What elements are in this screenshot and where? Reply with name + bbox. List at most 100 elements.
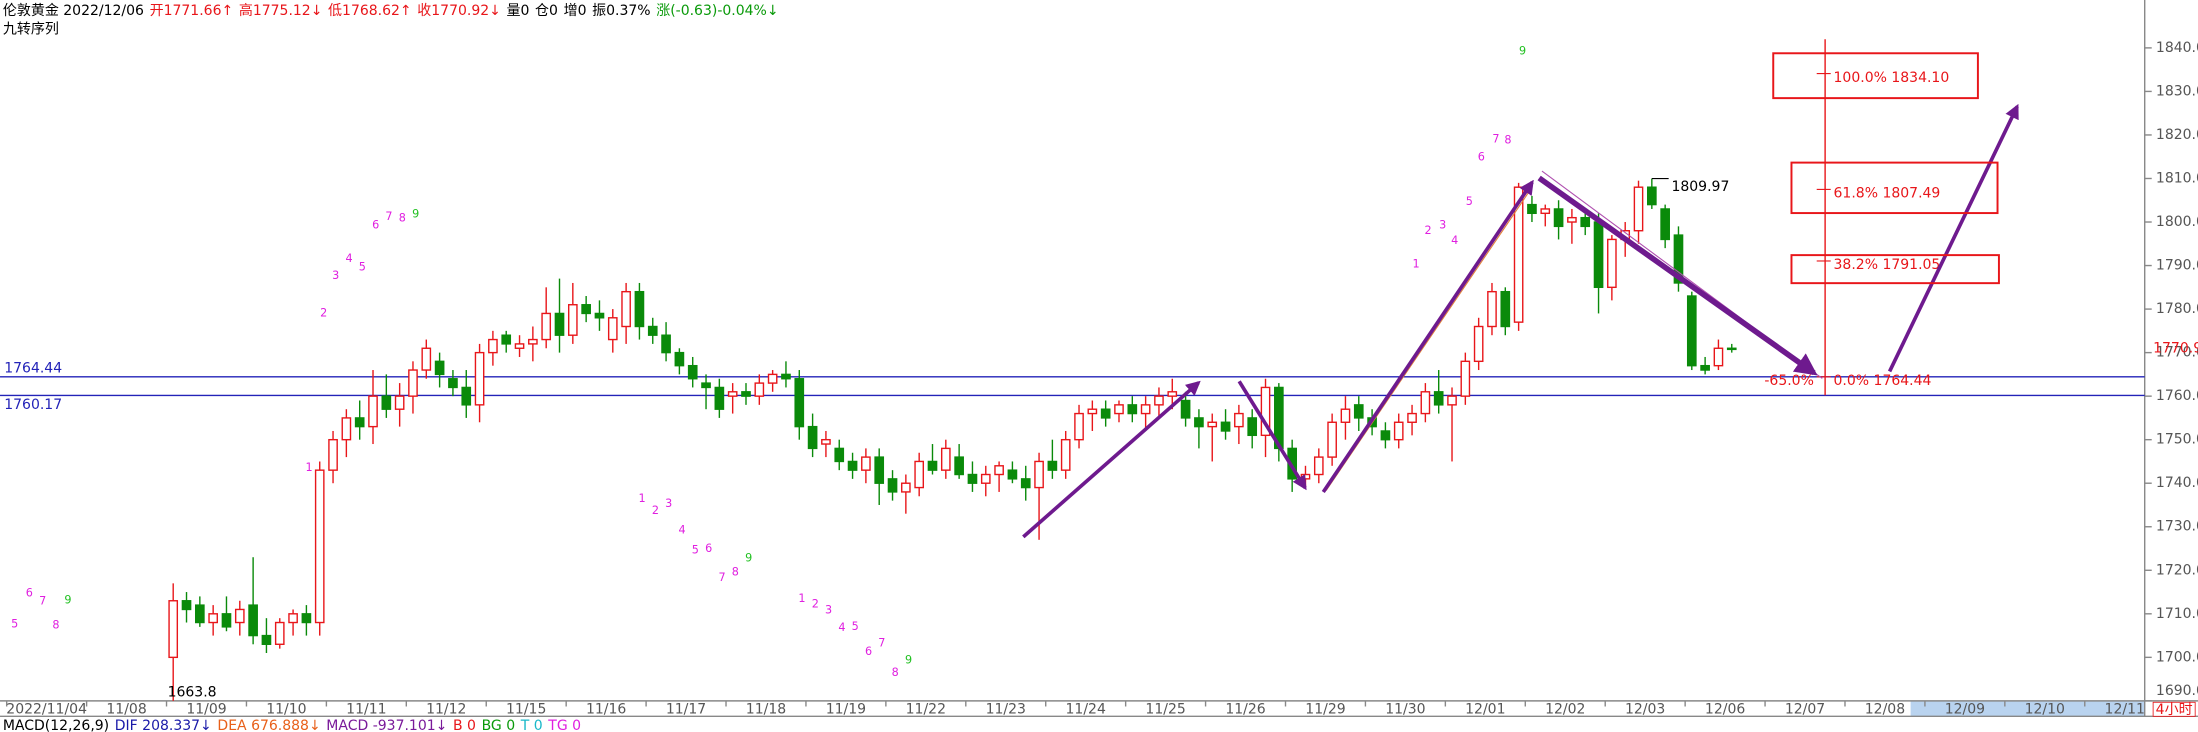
candle-body (1540, 208, 1551, 215)
td-digit: 1 (798, 592, 805, 605)
x-tick-label: 12/06 (1705, 701, 1745, 717)
candle-body (261, 634, 272, 645)
candle-body (408, 369, 418, 397)
td-digit: 3 (1439, 219, 1446, 232)
candle-body (341, 417, 352, 441)
candle-body (1487, 290, 1497, 328)
candle-body (594, 312, 605, 319)
y-tick-label: 1790.00 (2156, 258, 2198, 274)
candle-body (1340, 408, 1351, 423)
y-tick-label: 1810.00 (2156, 170, 2198, 186)
candle-body (1673, 234, 1684, 284)
td-digit: 3 (332, 269, 339, 282)
candle-body (741, 391, 751, 397)
td-digit: 2 (1424, 224, 1431, 237)
header-item: BG 0 (482, 718, 516, 732)
td-digit: 9 (905, 653, 912, 666)
y-tick-label: 1710.00 (2156, 606, 2198, 622)
candle-body (1647, 186, 1657, 206)
header-item: 开1771.66↑ (150, 3, 234, 19)
arrow (1887, 103, 2019, 373)
candle-body (1473, 325, 1484, 363)
td-digit: 6 (26, 586, 33, 599)
candle-body (1513, 186, 1524, 323)
candle-body (980, 473, 991, 484)
x-tick-label: 11/22 (906, 701, 946, 717)
candle-body (1140, 404, 1151, 415)
header-item: 增0 (564, 3, 587, 19)
x-tick-label: 12/11 (2105, 701, 2145, 717)
td-digit: 8 (1504, 134, 1511, 147)
candle-body (1580, 216, 1591, 228)
candle-body (314, 469, 325, 624)
candle-body (1034, 460, 1044, 489)
support-label: 1764.44 (4, 360, 62, 376)
candle-body (887, 478, 898, 493)
td-digit: 9 (412, 208, 419, 221)
high-mark-label: 1809.97 (1671, 179, 1729, 195)
arrow (1321, 179, 1534, 494)
candle-body (354, 417, 365, 428)
y-tick-label: 1690.00 (2156, 683, 2198, 699)
candle-body (208, 613, 218, 624)
candle-body (1167, 391, 1178, 397)
fib-label: 100.0% 1834.10 (1834, 70, 1950, 86)
candle-body (1500, 290, 1511, 328)
candle-body (1660, 208, 1670, 241)
x-tick-label: 12/07 (1785, 701, 1825, 717)
td-digit: 6 (705, 542, 712, 555)
td-digit: 9 (1519, 44, 1526, 57)
arrow (1237, 380, 1307, 491)
candle-body (807, 425, 818, 450)
period-box (2152, 701, 2196, 717)
td-digit: 5 (11, 617, 18, 630)
header-item: 涨(-0.63)-0.04%↓ (656, 3, 778, 19)
header-item: T 0 (520, 718, 543, 732)
header-item: MACD -937.101↓ (326, 718, 447, 732)
candle-body (781, 373, 791, 380)
arrow (1022, 380, 1201, 539)
x-tick-label: 11/12 (426, 701, 466, 717)
td-digit: 1 (305, 461, 312, 474)
fib-extra-label: -65.0% (1764, 373, 1814, 389)
candle-body (1407, 412, 1417, 423)
arrow (1537, 175, 1818, 376)
td-digit: 1 (1412, 258, 1419, 271)
td-digit: 6 (1478, 151, 1485, 164)
plot: 1690.001700.001710.001720.001730.001740.… (0, 40, 2198, 717)
candle-body (421, 347, 432, 371)
x-tick-label: 11/16 (586, 701, 626, 717)
y-tick-label: 1840.00 (2156, 40, 2198, 56)
td-digit: 3 (825, 603, 832, 616)
x-tick-label: 12/02 (1545, 701, 1585, 717)
candle-body (1020, 478, 1031, 489)
candle-body (1686, 295, 1697, 367)
low-mark-label: 1663.8 (168, 684, 217, 700)
header-item: 收1770.92↓ (417, 3, 501, 19)
y-tick-label: 1760.00 (2156, 388, 2198, 404)
td-digit: 7 (878, 636, 885, 649)
candle-body (394, 395, 405, 410)
candle-body (1393, 421, 1404, 441)
td-digit: 1 (639, 492, 646, 505)
td-digit: 8 (399, 212, 406, 225)
candle-body (1353, 404, 1364, 419)
candle-body (1114, 404, 1124, 415)
candle-body (514, 343, 525, 349)
y-tick-label: 1780.00 (2156, 301, 2198, 317)
td-digit: 7 (385, 210, 392, 223)
candle-body (581, 304, 591, 315)
header-item: DIF 208.337↓ (115, 718, 212, 732)
candle-body (488, 338, 498, 354)
td-digit: 6 (372, 219, 379, 232)
y-tick-label: 1770.00 (2156, 345, 2198, 361)
x-tick-label: 11/26 (1225, 701, 1265, 717)
y-tick-label: 1730.00 (2156, 519, 2198, 535)
x-tick-label: 11/08 (106, 701, 146, 717)
candle-body (901, 482, 911, 493)
candle-body (434, 360, 445, 376)
candle-body (501, 334, 512, 345)
candle-body (1180, 399, 1191, 419)
candle-body (1207, 421, 1218, 428)
